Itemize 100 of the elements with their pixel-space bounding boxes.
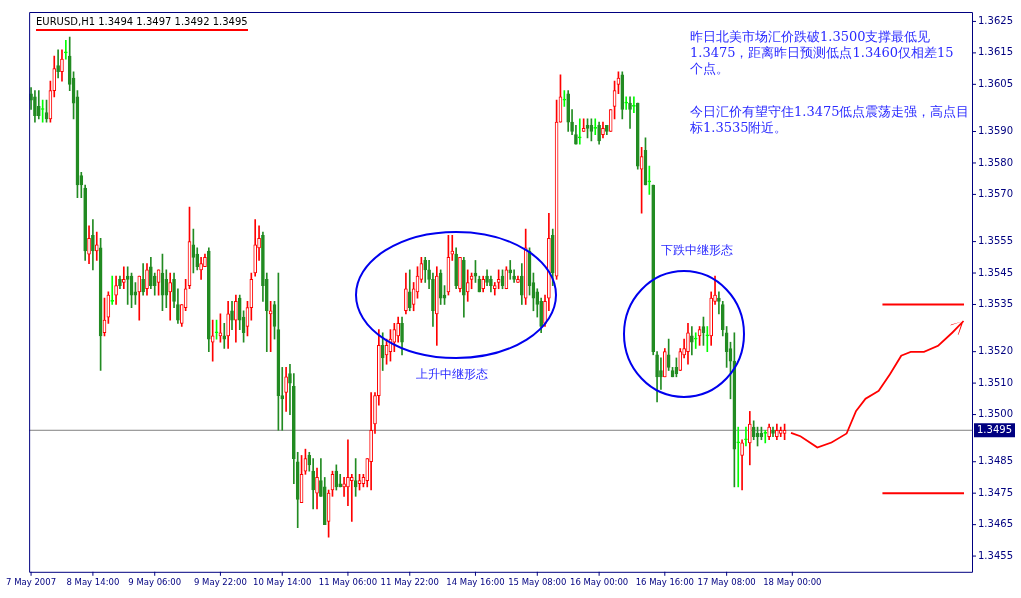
- candlestick: [465, 269, 470, 302]
- candlestick: [778, 426, 783, 437]
- candlestick: [662, 348, 667, 378]
- candlestick: [125, 266, 130, 305]
- candlestick: [747, 411, 752, 466]
- annotation: 上升中继形态: [416, 366, 488, 382]
- y-tick-label: 1.3465: [978, 518, 1014, 530]
- candlestick: [56, 49, 60, 79]
- candlestick: [434, 266, 439, 346]
- chart-title: EURUSD,H1 1.3494 1.3497 1.3492 1.3495: [36, 16, 248, 31]
- candlestick: [164, 269, 169, 308]
- candlestick: [214, 319, 219, 340]
- candlestick: [91, 219, 95, 271]
- candlestick: [230, 301, 234, 330]
- candlestick: [705, 326, 710, 352]
- candlestick: [767, 423, 771, 441]
- candlestick: [60, 49, 64, 82]
- candlestick: [342, 477, 346, 497]
- candlestick: [36, 90, 41, 120]
- candlestick: [404, 272, 408, 315]
- candlestick: [407, 269, 412, 312]
- candlestick: [736, 426, 741, 488]
- candlestick: [686, 323, 690, 365]
- annotation: 昨日北美市场汇价跌破1.3500支撑最低见1.3475，距离昨日预测低点1.3460仅相差15个点。: [690, 29, 955, 77]
- candlestick: [624, 96, 628, 110]
- candlestick: [226, 301, 230, 349]
- y-tick-label: 1.3545: [978, 266, 1014, 278]
- y-tick-label: 1.3475: [978, 486, 1014, 498]
- candlestick: [64, 39, 68, 60]
- x-tick-label: 16 May 16:00: [635, 577, 694, 588]
- candlestick: [566, 90, 571, 132]
- x-tick-label: 11 May 22:00: [380, 577, 439, 588]
- candlestick: [149, 256, 153, 290]
- candlestick: [118, 275, 122, 290]
- candlestick: [690, 326, 694, 356]
- y-tick-label: 1.3605: [978, 77, 1014, 89]
- candlestick: [547, 212, 551, 312]
- candlestick: [462, 256, 466, 318]
- candlestick: [647, 165, 652, 195]
- y-tick-label: 1.3485: [978, 455, 1014, 467]
- candlestick: [775, 423, 779, 441]
- candlestick: [94, 231, 99, 261]
- candlestick: [523, 228, 528, 305]
- y-tick-label: 1.3535: [978, 298, 1014, 310]
- candlestick: [206, 247, 211, 352]
- y-tick-label: 1.3455: [978, 549, 1014, 561]
- candlestick: [438, 269, 443, 305]
- candlestick: [369, 392, 373, 491]
- candlestick: [454, 247, 458, 290]
- x-tick-label: 8 May 14:00: [66, 577, 120, 588]
- annotation: 今日汇价有望守住1.3475低点震荡走强，高点目标1.3535附近。: [690, 104, 971, 136]
- x-tick-label: 7 May 2007: [6, 577, 57, 588]
- candlestick: [751, 420, 756, 441]
- y-tick-label: 1.3500: [978, 408, 1014, 420]
- y-tick-label: 1.3625: [978, 15, 1014, 27]
- x-tick-label: 9 May 22:00: [193, 577, 247, 588]
- x-tick-label: 14 May 16:00: [446, 577, 505, 588]
- candlestick: [210, 319, 215, 362]
- y-tick-label: 1.3520: [978, 345, 1014, 357]
- candlestick: [121, 266, 126, 290]
- candlestick: [543, 294, 547, 327]
- candlestick: [234, 294, 238, 343]
- candlestick: [628, 96, 632, 129]
- y-tick-label: 1.3615: [978, 46, 1014, 58]
- candlestick: [431, 272, 435, 327]
- candlestick: [577, 118, 582, 145]
- candlestick: [172, 272, 176, 308]
- candlestick: [145, 263, 149, 296]
- candlestick: [740, 439, 744, 491]
- ref-line-label: 1.3495: [977, 423, 1013, 435]
- candlestick: [605, 124, 609, 135]
- candlestick: [195, 247, 200, 271]
- candlestick: [288, 363, 292, 415]
- candlestick: [601, 121, 605, 139]
- candlestick: [373, 392, 377, 434]
- x-tick-label: 15 May 08:00: [508, 577, 567, 588]
- candlestick: [620, 71, 625, 120]
- candlestick: [550, 228, 555, 286]
- y-tick-label: 1.3555: [978, 235, 1014, 247]
- x-tick-label: 11 May 06:00: [318, 577, 378, 588]
- candlestick: [492, 282, 497, 296]
- candlestick: [380, 332, 385, 371]
- x-tick-label: 17 May 08:00: [697, 577, 756, 588]
- candlestick: [562, 90, 567, 107]
- y-tick-label: 1.3590: [978, 125, 1014, 137]
- candlestick: [520, 263, 524, 305]
- candlestick: [477, 275, 482, 293]
- x-tick-label: 16 May 00:00: [569, 577, 629, 588]
- candlestick: [659, 357, 663, 390]
- y-tick-label: 1.3570: [978, 188, 1014, 199]
- y-tick-label: 1.3510: [978, 376, 1014, 388]
- candlestick: [29, 87, 33, 110]
- candlestick: [481, 275, 486, 293]
- candlestick: [771, 426, 775, 437]
- candlestick: [346, 439, 350, 507]
- candlestick: [396, 316, 400, 343]
- candlestick: [744, 426, 748, 447]
- candlestick: [315, 467, 319, 510]
- annotation: 下跌中继形态: [661, 242, 733, 258]
- candlestick: [338, 473, 343, 488]
